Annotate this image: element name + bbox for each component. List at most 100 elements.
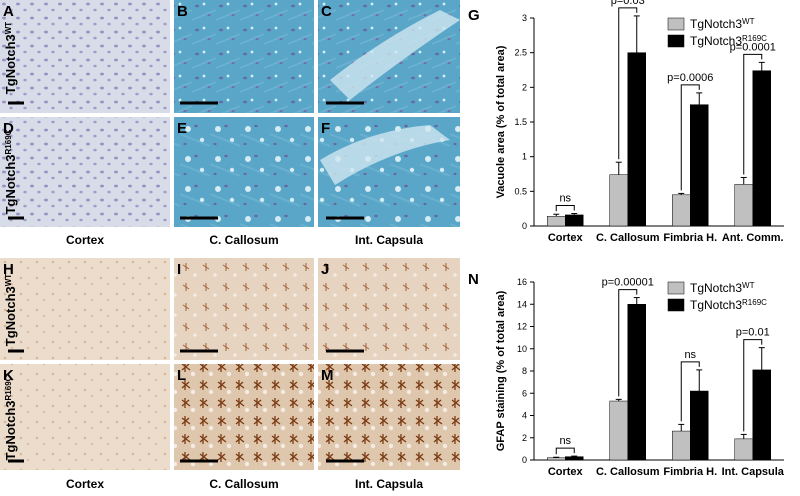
significance-bracket (743, 339, 763, 432)
legend-swatch (667, 34, 685, 48)
panel-letter: H (3, 261, 14, 278)
micrograph-grid-bottom (0, 258, 460, 470)
significance-bracket (618, 7, 638, 160)
significance-label: p=0.01 (736, 327, 770, 339)
bar (609, 400, 628, 461)
y-tick-label: 3 (522, 13, 527, 23)
bar (752, 70, 771, 227)
row-label: TgNotch3R169C (3, 375, 18, 460)
y-tick-label: 4 (522, 411, 527, 421)
micrograph-panel-j (318, 258, 460, 360)
panel-letter: D (3, 120, 14, 137)
legend-label: TgNotch3WT (690, 17, 755, 32)
panel-letter: L (177, 367, 186, 384)
panel-letter: N (468, 271, 479, 288)
column-label: C. Callosum (209, 233, 278, 247)
legend-label: TgNotch3R169C (690, 298, 767, 313)
panel-letter: E (177, 120, 187, 137)
y-tick-label: 2.5 (514, 48, 527, 58)
bar (672, 194, 691, 227)
y-tick-label: 1 (522, 152, 527, 162)
significance-bracket (680, 84, 700, 191)
y-tick-label: 8 (522, 366, 527, 376)
y-tick-label: 10 (517, 344, 527, 354)
panel-letter: G (468, 7, 480, 24)
micrograph-panel-d (0, 117, 170, 227)
y-tick-label: 12 (517, 322, 527, 332)
column-label: Int. Capsula (355, 233, 423, 247)
y-tick-label: 0 (522, 455, 527, 465)
y-axis-label: GFAP staining (% of total area) (495, 290, 507, 451)
row-label: TgNotch3R169C (3, 129, 18, 214)
column-label: Cortex (66, 477, 104, 491)
y-tick-label: 1.5 (514, 117, 527, 127)
bar (627, 304, 646, 461)
significance-label: p=0.00001 (602, 277, 654, 289)
row-label: TgNotch3WT (3, 22, 18, 95)
significance-bracket (680, 361, 700, 422)
panel-letter: M (321, 367, 334, 384)
bar (690, 390, 709, 461)
bar (627, 52, 646, 227)
x-tick-label: Fimbria H. (663, 466, 717, 478)
x-tick-label: C. Callosum (596, 232, 660, 244)
row-labels: TgNotch3WT TgNotch3R169C TgNotch3WT TgNotch… (3, 22, 18, 461)
panel-letter: I (177, 261, 181, 278)
bar (672, 430, 691, 461)
significance-label: ns (559, 435, 571, 447)
column-label: Int. Capsula (355, 477, 423, 491)
legend-swatch (667, 281, 685, 295)
x-tick-label: Cortex (548, 232, 584, 244)
significance-bracket (618, 289, 638, 397)
panel-letter: F (321, 120, 330, 137)
y-tick-label: 16 (517, 277, 527, 287)
column-label: C. Callosum (209, 477, 278, 491)
bar (690, 104, 709, 227)
bar (734, 184, 753, 227)
micrograph-grid-top (0, 0, 460, 227)
panel-letter: K (3, 367, 14, 384)
significance-bracket (743, 53, 763, 175)
micrograph-panel-k (0, 364, 170, 470)
tract-streak (330, 10, 460, 100)
significance-label: ns (684, 349, 696, 361)
micrograph-panel-l (174, 364, 314, 470)
significance-bracket (555, 205, 575, 212)
bar (752, 369, 771, 461)
significance-bracket (555, 447, 575, 455)
micrograph-panel-m (318, 364, 460, 470)
panel-letter: B (177, 3, 188, 20)
bar (565, 456, 584, 461)
panel-letter: J (321, 261, 329, 278)
significance-label: p=0.0006 (667, 72, 713, 84)
y-tick-label: 0.5 (514, 186, 527, 196)
legend-swatch (667, 17, 685, 31)
column-label: Cortex (66, 233, 104, 247)
bar (547, 216, 566, 227)
micrograph-panel-e (174, 117, 314, 227)
micrograph-panel-i (174, 258, 314, 360)
bar-chart-vacuole-area: G 0 0.5 1 1.5 2 2.5 3 Vacuole area (% of total a… (468, 0, 784, 244)
row-label: TgNotch3WT (3, 274, 18, 347)
x-tick-label: Cortex (548, 466, 584, 478)
micrograph-panel-a (0, 0, 170, 113)
x-tick-label: C. Callosum (596, 466, 660, 478)
y-tick-label: 6 (522, 388, 527, 398)
significance-label: p=0.03 (611, 0, 645, 7)
significance-label: p=0.0001 (730, 41, 776, 53)
bar (734, 438, 753, 461)
scale-bars (8, 101, 364, 463)
significance-label: ns (559, 193, 571, 205)
y-tick-label: 14 (517, 299, 527, 309)
bar (565, 214, 584, 227)
y-tick-label: 2 (522, 433, 527, 443)
legend-label: TgNotch3R169C (690, 34, 767, 49)
y-axis-label: Vacuole area (% of total area) (495, 45, 507, 198)
panel-letters: A B C D E F H I J K L M (3, 3, 334, 384)
legend-label: TgNotch3WT (690, 281, 755, 296)
bar (547, 457, 566, 461)
x-tick-label: Fimbria H. (663, 232, 717, 244)
bar-chart-gfap-staining: N 0 2 4 6 8 10 12 14 16 GFAP staining (% of total … (468, 271, 785, 478)
bar (609, 174, 628, 227)
